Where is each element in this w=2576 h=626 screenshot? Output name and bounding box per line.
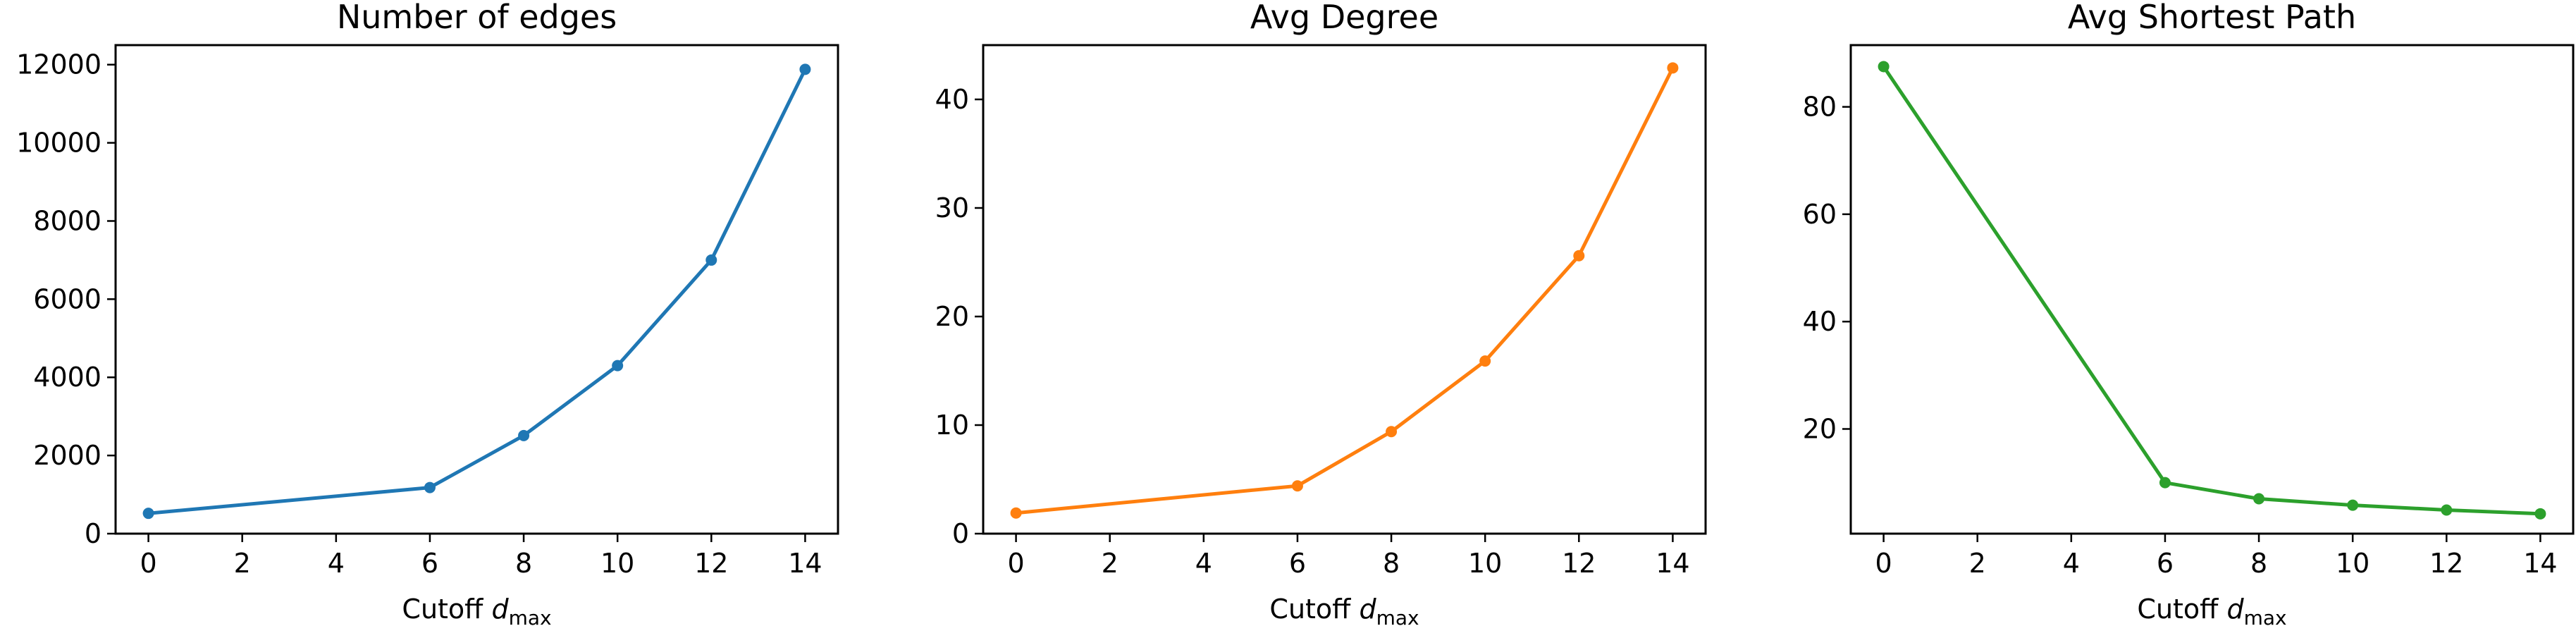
- data-point: [1573, 250, 1585, 262]
- x-axis-label: Cutoff dmax: [1269, 594, 1419, 626]
- chart-title: Avg Degree: [1250, 0, 1438, 36]
- series-markers: [142, 63, 811, 520]
- series-line: [148, 68, 807, 515]
- chart-title: Number of edges: [337, 0, 617, 36]
- x-tick-label: 14: [2523, 548, 2557, 579]
- plot-frame: [982, 44, 1707, 535]
- data-point: [424, 481, 436, 493]
- y-tick-label: 80: [1803, 92, 1837, 123]
- x-tick-label: 2: [234, 548, 251, 579]
- panel-number-of-edges: Number of edges 0 2000 4000 6000 8000 10000 12…: [16, 0, 839, 626]
- data-point: [518, 429, 530, 441]
- x-tick-label: 8: [1383, 548, 1400, 579]
- x-tick-label: 8: [515, 548, 532, 579]
- x-tick-label: 0: [1875, 548, 1892, 579]
- x-tick-label: 6: [421, 548, 438, 579]
- x-tick-label: 0: [1007, 548, 1024, 579]
- data-point: [612, 360, 624, 372]
- x-tick-label: 8: [2250, 548, 2267, 579]
- y-tick-label: 40: [935, 84, 969, 115]
- y-tick-label: 0: [952, 518, 969, 549]
- y-axis: 0 10 20 30 40: [935, 84, 983, 549]
- x-tick-label: 12: [2429, 548, 2463, 579]
- y-axis: 0 2000 4000 6000 8000 10000 12000: [16, 49, 116, 549]
- series-line: [1882, 66, 2541, 516]
- plot-frame: [114, 44, 839, 535]
- plot-frame: [1849, 44, 2575, 535]
- y-tick-label: 0: [85, 518, 101, 549]
- series-line: [1016, 67, 1675, 515]
- y-tick-label: 12000: [16, 49, 101, 80]
- x-axis-label: Cutoff dmax: [2137, 594, 2286, 626]
- x-tick-label: 4: [2063, 548, 2080, 579]
- x-tick-label: 6: [1289, 548, 1306, 579]
- data-point: [2441, 504, 2453, 516]
- data-point: [1479, 355, 1491, 367]
- y-tick-label: 60: [1803, 199, 1837, 230]
- data-point: [1667, 62, 1679, 74]
- y-tick-label: 20: [1803, 414, 1837, 445]
- data-point: [1386, 426, 1398, 438]
- y-tick-label: 4000: [33, 362, 101, 393]
- series-markers: [1010, 62, 1679, 519]
- y-tick-label: 20: [935, 301, 969, 332]
- x-axis-label: Cutoff dmax: [402, 594, 551, 626]
- y-tick-label: 10000: [16, 128, 101, 159]
- y-tick-label: 8000: [33, 205, 101, 236]
- data-point: [1291, 480, 1303, 492]
- data-point: [1010, 507, 1022, 519]
- x-tick-label: 6: [2157, 548, 2174, 579]
- y-axis: 20 40 60 80: [1803, 92, 1851, 445]
- x-tick-label: 10: [2336, 548, 2369, 579]
- series-markers: [1878, 61, 2546, 520]
- x-tick-label: 4: [1195, 548, 1212, 579]
- data-point: [2347, 499, 2359, 511]
- x-tick-label: 10: [600, 548, 634, 579]
- x-tick-label: 2: [1102, 548, 1118, 579]
- data-point: [799, 63, 811, 75]
- y-tick-label: 2000: [33, 440, 101, 471]
- data-point: [1878, 61, 1890, 73]
- x-tick-label: 12: [1562, 548, 1596, 579]
- data-point: [2534, 508, 2546, 520]
- panel-avg-degree: Avg Degree 0 10 20 30 40 0 2 4 6 8 10 12 14 Cutoff …: [935, 0, 1707, 626]
- panel-avg-shortest-path: Avg Shortest Path 20 40 60 80 0 2 4 6 8 10 12 14 C…: [1803, 0, 2575, 626]
- x-tick-label: 2: [1969, 548, 1986, 579]
- chart-title: Avg Shortest Path: [2068, 0, 2356, 36]
- x-tick-label: 14: [788, 548, 822, 579]
- data-point: [705, 254, 717, 266]
- x-tick-label: 14: [1656, 548, 1689, 579]
- x-tick-label: 0: [140, 548, 156, 579]
- x-tick-label: 10: [1468, 548, 1502, 579]
- data-point: [2159, 477, 2171, 489]
- y-tick-label: 10: [935, 410, 969, 441]
- data-point: [2253, 493, 2265, 505]
- x-axis: 0 2 4 6 8 10 12 14: [1007, 534, 1690, 579]
- y-tick-label: 40: [1803, 306, 1837, 337]
- data-point: [142, 508, 154, 520]
- x-axis: 0 2 4 6 8 10 12 14: [1875, 534, 2558, 579]
- x-tick-label: 12: [694, 548, 728, 579]
- y-tick-label: 6000: [33, 283, 101, 314]
- x-tick-label: 4: [328, 548, 345, 579]
- x-axis: 0 2 4 6 8 10 12 14: [140, 534, 822, 579]
- y-tick-label: 30: [935, 192, 969, 223]
